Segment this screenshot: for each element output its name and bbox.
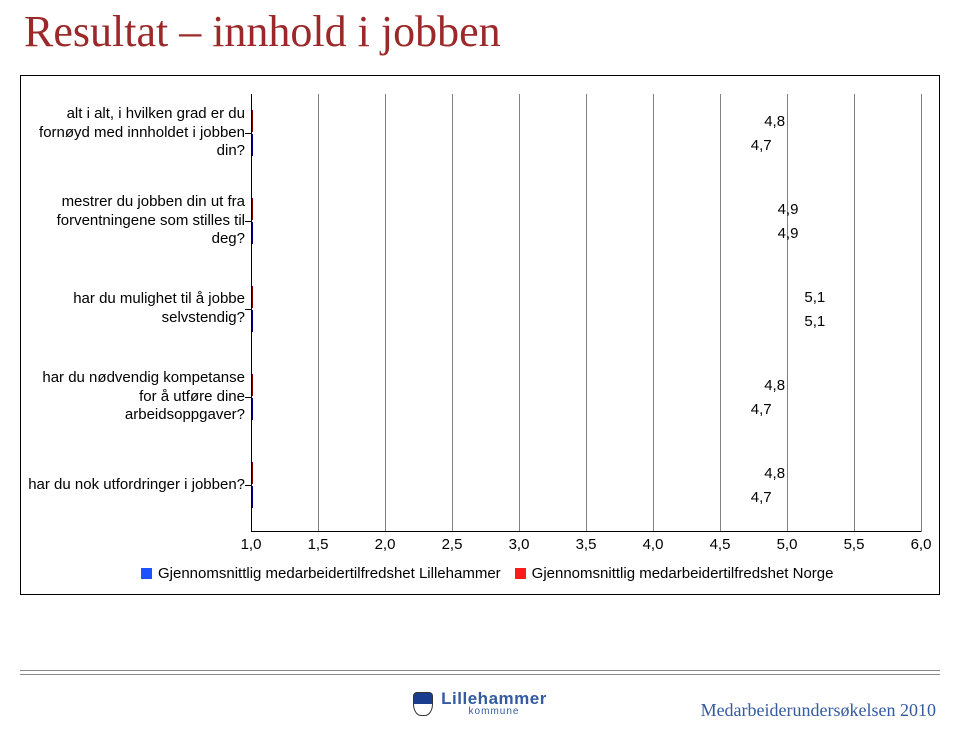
x-tick-label: 6,0 — [911, 536, 932, 553]
org-name: Lillehammer kommune — [441, 690, 547, 717]
bar-value-label: 5,1 — [804, 313, 825, 330]
shield-icon — [413, 692, 433, 716]
chart-container: alt i alt, i hvilken grad er du fornøyd … — [20, 75, 940, 595]
bar-value-label: 4,7 — [751, 401, 772, 418]
x-tick-label: 1,5 — [308, 536, 329, 553]
footer-divider — [20, 670, 940, 671]
category-label: har du nødvendig kompetanse for å utføre… — [27, 374, 245, 420]
category-labels: alt i alt, i hvilken grad er du fornøyd … — [27, 94, 245, 532]
slide: Resultat – innhold i jobben alt i alt, i… — [0, 0, 960, 744]
x-tick-label: 3,0 — [509, 536, 530, 553]
x-tick-label: 4,5 — [710, 536, 731, 553]
legend-label: Gjennomsnittlig medarbeidertilfredshet L… — [158, 565, 501, 582]
bar-value-label: 4,8 — [764, 113, 785, 130]
x-tick-label: 1,0 — [241, 536, 262, 553]
plot-area: 4,8 4,7 4,9 4,9 5,1 5,1 4,8 4,7 4,8 4,7 — [251, 94, 921, 532]
x-tick-label: 5,5 — [844, 536, 865, 553]
x-tick-label: 4,0 — [643, 536, 664, 553]
gridline — [921, 94, 922, 532]
legend-label: Gjennomsnittlig medarbeidertilfredshet N… — [532, 565, 834, 582]
legend-swatch-norge — [515, 568, 526, 579]
footer-divider — [20, 674, 940, 675]
bar-value-label: 4,7 — [751, 489, 772, 506]
category-label: har du mulighet til å jobbe selvstendig? — [27, 286, 245, 332]
category-label: mestrer du jobben din ut fra forventning… — [27, 198, 245, 244]
y-axis-line — [251, 94, 252, 532]
bar-value-label: 5,1 — [804, 289, 825, 306]
bars-layer: 4,8 4,7 4,9 4,9 5,1 5,1 4,8 4,7 4,8 4,7 — [251, 94, 921, 532]
page-title: Resultat – innhold i jobben — [24, 6, 501, 57]
x-tick-label: 3,5 — [576, 536, 597, 553]
category-label: alt i alt, i hvilken grad er du fornøyd … — [27, 110, 245, 156]
x-axis-labels: 1,01,52,02,53,03,54,04,55,05,56,0 — [251, 536, 921, 554]
legend-item-norge: Gjennomsnittlig medarbeidertilfredshet N… — [515, 565, 834, 582]
x-axis-line — [251, 531, 921, 532]
bar-value-label: 4,9 — [778, 201, 799, 218]
legend: Gjennomsnittlig medarbeidertilfredshet L… — [141, 562, 901, 584]
legend-swatch-lillehammer — [141, 568, 152, 579]
x-tick-label: 2,5 — [442, 536, 463, 553]
category-label: har du nok utfordringer i jobben? — [27, 462, 245, 508]
bar-value-label: 4,9 — [778, 225, 799, 242]
bar-value-label: 4,8 — [764, 465, 785, 482]
footer-caption: Medarbeiderundersøkelsen 2010 — [701, 700, 936, 721]
bar-value-label: 4,8 — [764, 377, 785, 394]
legend-item-lillehammer: Gjennomsnittlig medarbeidertilfredshet L… — [141, 565, 501, 582]
x-tick-label: 2,0 — [375, 536, 396, 553]
bar-value-label: 4,7 — [751, 137, 772, 154]
x-tick-label: 5,0 — [777, 536, 798, 553]
